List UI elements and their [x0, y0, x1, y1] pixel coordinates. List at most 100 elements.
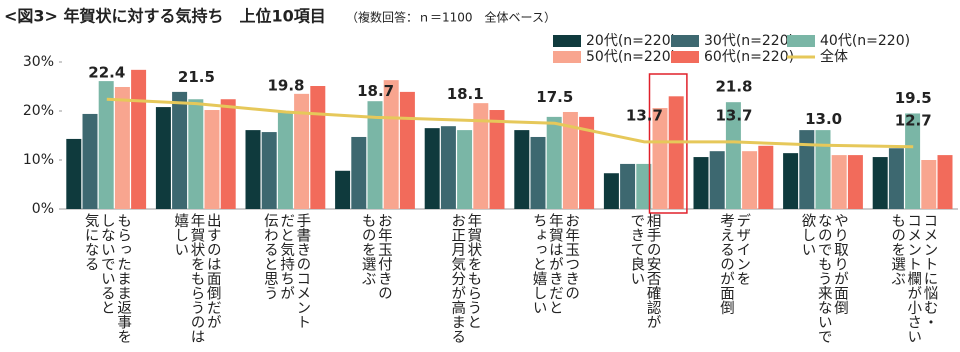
x-tick-label-box: もらったまま返事を しないでいると 気になる: [62, 213, 152, 350]
x-tick-text: 相手の安否確認が できて良い: [628, 213, 661, 329]
data-label: 17.5: [536, 88, 573, 106]
x-tick-text: 年賀状をもらうと お正月気分が高まる: [449, 213, 482, 344]
x-tick-label-box: 手書きのコメント だと気持ちが 伝わると思う: [261, 213, 311, 329]
legend-swatch: [553, 51, 581, 63]
legend-label: 60代(n=220): [704, 49, 794, 65]
bar: [155, 107, 171, 209]
x-tick-label: 相手の安否確認が できて良い: [600, 213, 690, 350]
x-tick-text: コメントに悩む・ コメント欄が小さい ものを選ぶ: [889, 213, 938, 344]
x-tick-label: コメントに悩む・ コメント欄が小さい ものを選ぶ: [868, 213, 958, 350]
x-tick-label: もらったまま返事を しないでいると 気になる: [62, 213, 152, 350]
bar: [562, 111, 578, 209]
bar: [457, 130, 473, 209]
bar: [652, 108, 668, 209]
bar: [815, 130, 831, 209]
legend-swatch: [787, 35, 815, 47]
bar: [424, 128, 440, 209]
bar: [261, 132, 277, 209]
legend-swatch: [671, 35, 699, 47]
x-tick-text: 出すのは面倒だが 年賀状をもらうのは 嬉しい: [172, 213, 221, 344]
bar: [440, 126, 456, 209]
bar: [783, 153, 799, 209]
line: [106, 97, 914, 149]
x-tick-label-box: 出すのは面倒だが 年賀状をもらうのは 嬉しい: [152, 213, 242, 350]
bar: [114, 86, 130, 209]
bar: [310, 86, 326, 209]
data-label: 19.8: [267, 76, 304, 94]
data-label: 13.0: [805, 110, 842, 128]
x-tick-label-box: やり取りが面倒 なのでもう来ないで 欲しい: [779, 213, 869, 350]
bar: [546, 116, 562, 209]
bar: [335, 170, 351, 209]
bar: [758, 145, 774, 209]
bar: [742, 151, 758, 209]
x-tick-text: お年玉つきの 年賀はがきだと ちょっと嬉しい: [530, 213, 580, 315]
bar: [905, 113, 921, 209]
chart-subtitle: （複数回答：ｎ＝1100 全体ベース）: [346, 10, 556, 25]
legend-label: 30代(n=220): [704, 33, 794, 49]
data-label: 13.7: [715, 106, 752, 124]
bar: [620, 163, 636, 209]
x-tick-label-box: 相手の安否確認が できて良い: [600, 213, 690, 350]
bar: [204, 110, 220, 209]
x-tick-label-box: お年玉つきの 年賀はがきだと ちょっと嬉しい: [510, 213, 600, 350]
legend-label: 40代(n=220): [820, 33, 910, 49]
x-tick-label-box: コメントに悩む・ コメント欄が小さい ものを選ぶ: [868, 213, 958, 350]
bar: [188, 99, 204, 209]
bar: [579, 116, 595, 209]
bar: [603, 173, 619, 209]
x-tick-text: デザインを 考えるのが面倒: [717, 213, 751, 315]
bar: [66, 138, 82, 209]
x-tick-label: やり取りが面倒 なのでもう来ないで 欲しい: [779, 213, 869, 350]
bar: [799, 130, 815, 209]
legend-swatch: [553, 35, 581, 47]
bar: [98, 81, 114, 209]
bar: [277, 111, 293, 209]
data-label: 22.4: [88, 64, 125, 82]
bar: [383, 80, 399, 209]
data-label: 18.1: [447, 85, 484, 103]
data-label: 13.7: [626, 106, 663, 124]
bar: [220, 99, 236, 209]
bar: [693, 157, 709, 209]
bar: [725, 102, 741, 209]
x-tick-label: お年玉つきの 年賀はがきだと ちょっと嬉しい: [510, 213, 600, 350]
bar: [937, 155, 953, 209]
x-tick-text: 手書きのコメント だと気持ちが 伝わると思う: [261, 213, 311, 329]
x-tick-label: 年賀状をもらうと お正月気分が高まる: [420, 213, 510, 350]
bar: [172, 91, 188, 209]
bar: [530, 136, 546, 209]
bar: [514, 130, 530, 209]
x-tick-text: やり取りが面倒 なのでもう来ないで 欲しい: [799, 213, 848, 344]
bar: [888, 148, 904, 209]
bar: [131, 69, 147, 209]
bar: [709, 151, 725, 209]
legend-label: 20代(n=220): [586, 33, 676, 49]
bar: [245, 130, 261, 209]
data-label: 12.7: [895, 111, 932, 129]
bar: [872, 157, 888, 209]
x-tick-label: お年玉付きの ものを選ぶ: [331, 213, 421, 350]
y-tick-label: 30%: [23, 54, 54, 70]
legend-label: 全体: [820, 48, 848, 65]
x-tick-text: お年玉付きの ものを選ぶ: [359, 213, 392, 300]
bar: [294, 93, 310, 209]
y-tick-label: 20%: [23, 103, 54, 119]
legend-label: 50代(n=220): [586, 49, 676, 65]
bar: [367, 101, 383, 209]
bar: [473, 103, 489, 209]
x-tick-label-box: 年賀状をもらうと お正月気分が高まる: [420, 213, 510, 350]
data-label: 21.5: [178, 68, 215, 86]
y-tick-label: 0%: [32, 201, 54, 217]
x-tick-label: 出すのは面倒だが 年賀状をもらうのは 嬉しい: [152, 213, 242, 350]
bar: [399, 91, 415, 209]
x-tick-text: もらったまま返事を しないでいると 気になる: [82, 213, 132, 344]
bar: [668, 96, 684, 209]
highlight-box: [648, 73, 688, 214]
bar: [636, 163, 652, 209]
x-tick-label-box: お年玉付きの ものを選ぶ: [331, 213, 421, 350]
bar: [921, 160, 937, 209]
data-label: 18.7: [357, 82, 394, 100]
bar: [831, 155, 847, 209]
